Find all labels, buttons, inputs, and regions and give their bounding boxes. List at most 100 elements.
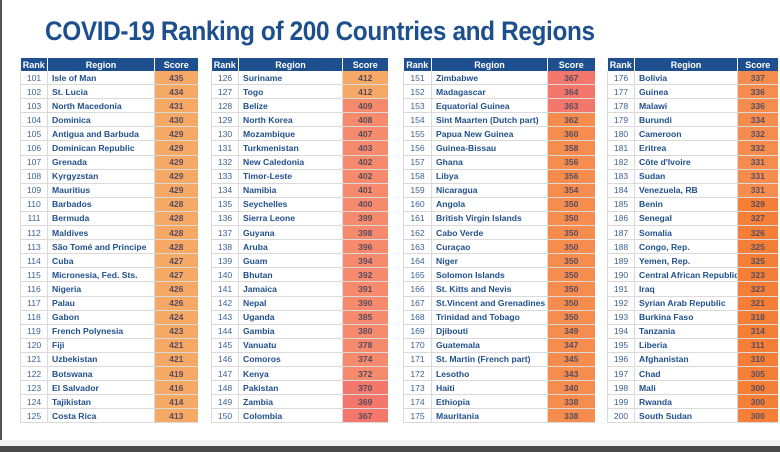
score-cell: 350 bbox=[547, 239, 595, 255]
table-row: 183 Sudan 331 bbox=[607, 169, 778, 184]
score-cell: 343 bbox=[547, 366, 595, 382]
table-row: 150 Colombia 367 bbox=[211, 408, 388, 424]
score-cell: 356 bbox=[547, 169, 595, 184]
rank-cell: 157 bbox=[403, 155, 432, 170]
score-cell: 426 bbox=[154, 296, 198, 311]
table-row: 197 Chad 305 bbox=[607, 366, 778, 382]
score-cell: 378 bbox=[342, 338, 388, 353]
score-cell: 372 bbox=[342, 366, 388, 382]
score-cell: 424 bbox=[154, 310, 198, 325]
table-row: 114 Cuba 427 bbox=[20, 253, 198, 269]
table-row: 127 Togo 412 bbox=[211, 84, 388, 100]
region-cell: Gambia bbox=[238, 324, 343, 339]
table-row: 172 Lesotho 343 bbox=[403, 366, 595, 382]
table-row: 185 Benin 329 bbox=[607, 197, 778, 212]
rank-cell: 130 bbox=[211, 126, 239, 142]
table-row: 120 Fiji 421 bbox=[20, 338, 198, 353]
table-row: 165 Solomon Islands 350 bbox=[403, 267, 595, 283]
region-cell: Nicaragua bbox=[431, 183, 548, 198]
rank-cell: 154 bbox=[403, 112, 432, 128]
table-row: 180 Cameroon 332 bbox=[607, 126, 778, 142]
rank-cell: 160 bbox=[403, 197, 432, 212]
table-row: 145 Vanuatu 378 bbox=[211, 338, 388, 353]
region-cell: Niger bbox=[431, 253, 548, 269]
header-rank: Rank bbox=[403, 58, 432, 71]
score-cell: 349 bbox=[547, 324, 595, 339]
rank-cell: 179 bbox=[607, 112, 635, 128]
region-cell: Comoros bbox=[238, 352, 343, 367]
region-cell: Madagascar bbox=[431, 84, 548, 100]
rank-cell: 126 bbox=[211, 71, 239, 86]
region-cell: Zimbabwe bbox=[431, 71, 548, 86]
table-row: 139 Guam 394 bbox=[211, 253, 388, 269]
rank-cell: 166 bbox=[403, 281, 432, 297]
score-cell: 325 bbox=[737, 253, 778, 269]
score-cell: 419 bbox=[154, 366, 198, 382]
table-row: 101 Isle of Man 435 bbox=[20, 71, 198, 86]
region-cell: Curaçao bbox=[431, 239, 548, 255]
table-row: 109 Mauritius 429 bbox=[20, 183, 198, 198]
rank-cell: 177 bbox=[607, 84, 635, 100]
region-cell: Iraq bbox=[634, 281, 738, 297]
score-cell: 338 bbox=[547, 394, 595, 410]
rank-cell: 173 bbox=[403, 380, 432, 396]
region-cell: Djibouti bbox=[431, 324, 548, 339]
region-cell: Lesotho bbox=[431, 366, 548, 382]
region-cell: Uzbekistan bbox=[47, 352, 155, 367]
region-cell: Timor-Leste bbox=[238, 169, 343, 184]
region-cell: Vanuatu bbox=[238, 338, 343, 353]
score-cell: 300 bbox=[737, 380, 778, 396]
score-cell: 310 bbox=[737, 352, 778, 367]
rank-cell: 103 bbox=[20, 98, 48, 114]
score-cell: 430 bbox=[154, 112, 198, 128]
score-cell: 336 bbox=[737, 98, 778, 114]
score-cell: 392 bbox=[342, 267, 388, 283]
rank-cell: 155 bbox=[403, 126, 432, 142]
table-row: 144 Gambia 380 bbox=[211, 324, 388, 339]
rank-cell: 184 bbox=[607, 183, 635, 198]
table-row: 119 French Polynesia 423 bbox=[20, 324, 198, 339]
rank-cell: 101 bbox=[20, 71, 48, 86]
score-cell: 350 bbox=[547, 267, 595, 283]
rank-cell: 112 bbox=[20, 225, 48, 241]
header-region: Region bbox=[634, 58, 738, 71]
table-row: 155 Papua New Guinea 360 bbox=[403, 126, 595, 142]
region-cell: Guinea bbox=[634, 84, 738, 100]
region-cell: Bermuda bbox=[47, 211, 155, 227]
table-row: 146 Comoros 374 bbox=[211, 352, 388, 367]
score-cell: 390 bbox=[342, 296, 388, 311]
region-cell: Tajikistan bbox=[47, 394, 155, 410]
rank-cell: 194 bbox=[607, 324, 635, 339]
score-cell: 423 bbox=[154, 324, 198, 339]
rank-cell: 150 bbox=[211, 408, 239, 424]
region-cell: Benin bbox=[634, 197, 738, 212]
rank-cell: 107 bbox=[20, 155, 48, 170]
region-cell: Antigua and Barbuda bbox=[47, 126, 155, 142]
score-cell: 350 bbox=[547, 211, 595, 227]
table-row: 140 Bhutan 392 bbox=[211, 267, 388, 283]
rank-cell: 115 bbox=[20, 267, 48, 283]
table-row: 132 New Caledonia 402 bbox=[211, 155, 388, 170]
rank-cell: 129 bbox=[211, 112, 239, 128]
region-cell: Colombia bbox=[238, 408, 343, 424]
score-cell: 323 bbox=[737, 267, 778, 283]
region-cell: Liberia bbox=[634, 338, 738, 353]
table-row: 188 Congo, Rep. 325 bbox=[607, 239, 778, 255]
table-row: 192 Syrian Arab Republic 321 bbox=[607, 296, 778, 311]
score-cell: 407 bbox=[342, 126, 388, 142]
table-row: 121 Uzbekistan 421 bbox=[20, 352, 198, 367]
table-row: 198 Mali 300 bbox=[607, 380, 778, 396]
score-cell: 350 bbox=[547, 310, 595, 325]
table-row: 186 Senegal 327 bbox=[607, 211, 778, 227]
score-cell: 414 bbox=[154, 394, 198, 410]
rank-cell: 192 bbox=[607, 296, 635, 311]
score-cell: 350 bbox=[547, 253, 595, 269]
table-row: 171 St. Martin (French part) 345 bbox=[403, 352, 595, 367]
score-cell: 421 bbox=[154, 338, 198, 353]
region-cell: Grenada bbox=[47, 155, 155, 170]
region-cell: Mauritania bbox=[431, 408, 548, 424]
score-cell: 305 bbox=[737, 366, 778, 382]
score-cell: 399 bbox=[342, 211, 388, 227]
rank-cell: 125 bbox=[20, 408, 48, 424]
table-row: 128 Belize 409 bbox=[211, 98, 388, 114]
